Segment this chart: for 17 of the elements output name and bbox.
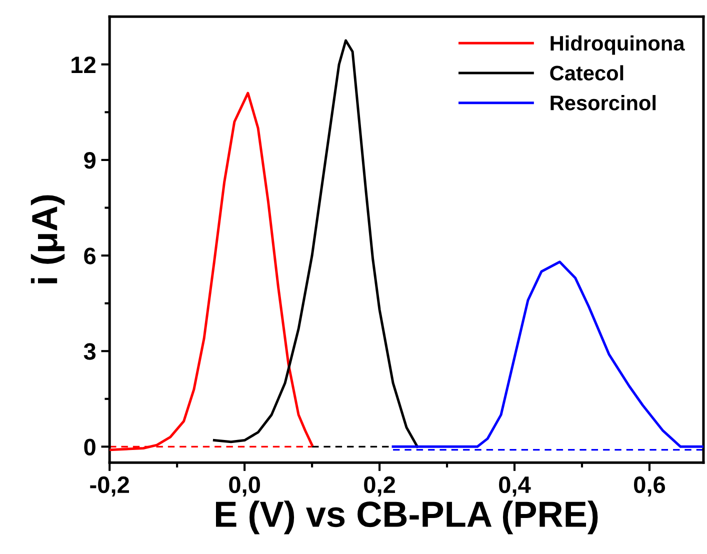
y-tick-label: 12 (72, 56, 96, 73)
line-series (392, 260, 704, 448)
y-tick-label: 9 (84, 152, 96, 169)
x-tick-label: -0,2 (90, 476, 129, 497)
y-tick-label: 3 (84, 343, 96, 360)
legend-label: Hidroquinona (550, 35, 685, 55)
x-tick-label: 0,2 (364, 476, 395, 497)
legend-label: Resorcinol (550, 95, 656, 110)
x-tick-label: 0,0 (229, 476, 260, 497)
legend-label: Catecol (550, 65, 624, 81)
y-tick-label: 0 (84, 438, 96, 456)
y-axis-title: i (μA) (30, 195, 65, 284)
y-tick-label: 6 (84, 248, 96, 264)
x-tick-label: 0,6 (634, 476, 666, 497)
x-axis-title: E (V) vs CB-PLA (PRE) (216, 500, 598, 534)
x-tick-label: 0,4 (499, 476, 531, 497)
line-series (212, 39, 419, 448)
